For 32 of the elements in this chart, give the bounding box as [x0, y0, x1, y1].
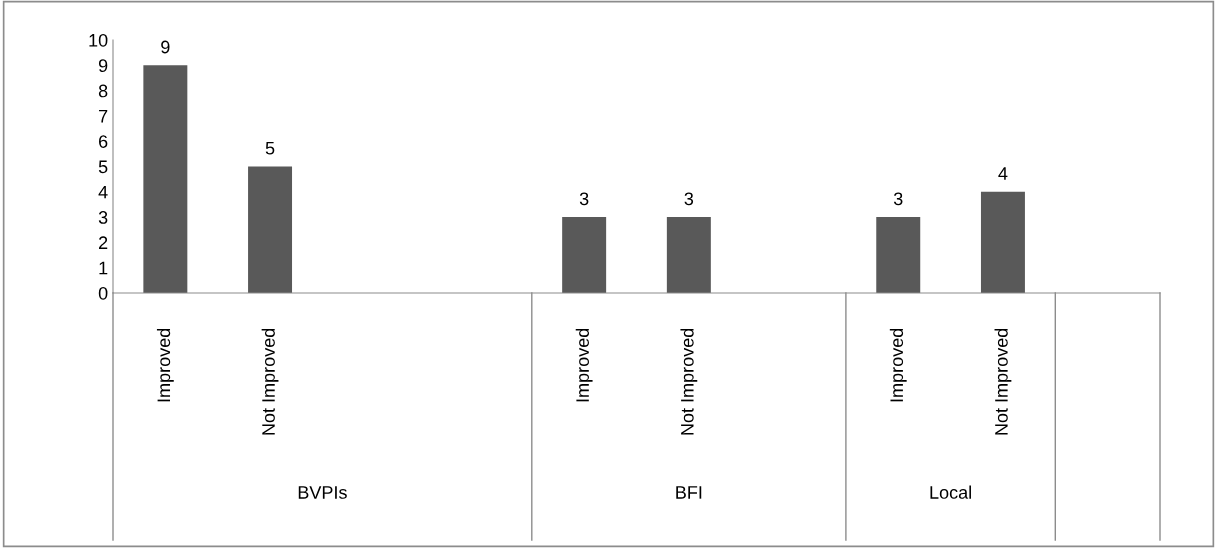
y-tick-label: 8 — [98, 84, 108, 98]
y-tick-label: 1 — [99, 261, 108, 275]
y-tick-label: 2 — [99, 236, 108, 249]
text: BFI — [676, 486, 702, 499]
bar — [876, 217, 921, 293]
text: Local — [930, 485, 971, 499]
y-tick-label: 3 — [98, 211, 108, 224]
x-tick-label: Improved — [575, 328, 593, 402]
y-tick-label: 4 — [98, 185, 108, 199]
data-label: 3 — [579, 192, 589, 206]
x-tick-label: Not Improved — [994, 328, 1012, 435]
x-tick-label: Not Improved — [261, 328, 279, 435]
y-tick-label: 10 — [89, 33, 108, 47]
bar — [562, 217, 607, 293]
bar — [248, 166, 293, 293]
y-tick-label: 9 — [98, 59, 108, 73]
text: BVPIs — [298, 486, 347, 499]
bar — [980, 191, 1025, 293]
data-label: 3 — [684, 192, 694, 206]
data-label: 5 — [265, 142, 275, 155]
y-tick-label: 0 — [98, 286, 108, 300]
x-tick-label: Not Improved — [680, 328, 698, 435]
y-tick-label: 5 — [98, 160, 108, 174]
x-tick-label: Improved — [156, 328, 174, 402]
data-label: 9 — [161, 40, 170, 54]
bar — [666, 217, 711, 293]
y-tick-label: 7 — [99, 110, 108, 123]
data-label: 3 — [893, 192, 903, 206]
y-tick-label: 6 — [99, 135, 108, 148]
bar — [143, 65, 188, 293]
data-label: 4 — [998, 167, 1008, 180]
x-tick-label: Improved — [889, 328, 907, 402]
